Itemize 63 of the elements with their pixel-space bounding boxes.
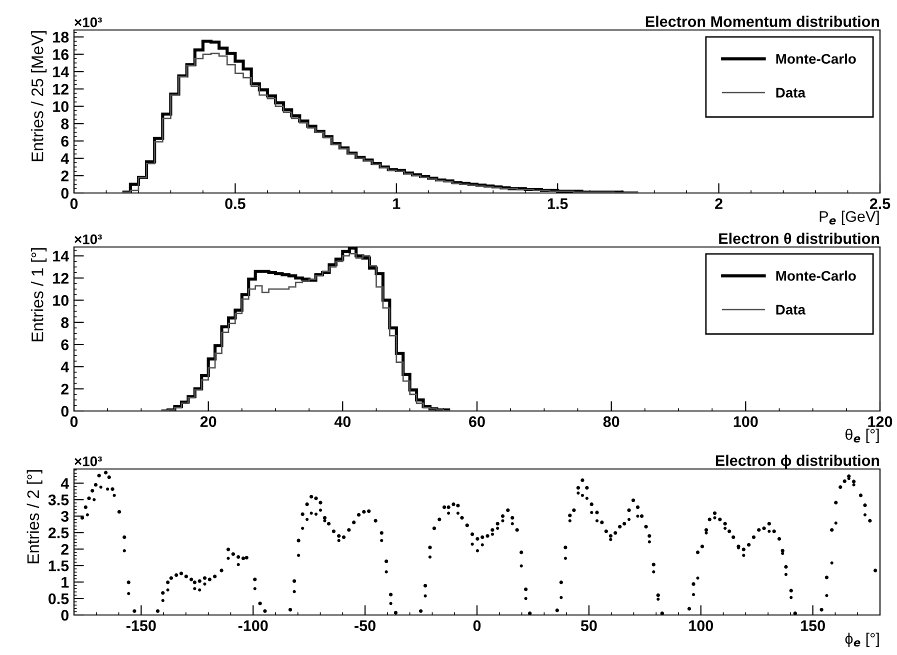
y-tick-label: 2 bbox=[61, 384, 69, 394]
x-tick-label: 60 bbox=[469, 416, 485, 428]
x-axis-title: P$_{e}$ [GeV] bbox=[820, 210, 879, 225]
x-tick-label: 0.5 bbox=[225, 198, 246, 210]
chart-title: Electron θ distribution bbox=[719, 232, 880, 244]
y-tick-label: 16 bbox=[53, 49, 69, 60]
text: ×10³ bbox=[74, 17, 102, 28]
x-tick-label: -50 bbox=[354, 620, 376, 632]
y-tick-label: 1.5 bbox=[48, 560, 69, 572]
y-tick-label: 10 bbox=[53, 295, 69, 306]
x-tick-label: 40 bbox=[334, 416, 351, 428]
legend-label: Monte-Carlo bbox=[776, 54, 856, 64]
x-tick-label: 120 bbox=[868, 416, 892, 428]
y-tick-label: 0 bbox=[61, 406, 69, 417]
text: ×10³ bbox=[74, 456, 102, 466]
y-tick-label: 4 bbox=[60, 362, 70, 372]
y-axis-title: Entries / 1 [°] bbox=[31, 248, 47, 342]
legend-label: Data bbox=[776, 88, 806, 98]
y-tick-label: 14 bbox=[53, 250, 70, 262]
x-tick-label: 150 bbox=[801, 620, 825, 632]
y-tick-label: 0 bbox=[61, 610, 69, 621]
y-tick-label: 12 bbox=[53, 84, 69, 94]
y-tick-label: 3 bbox=[60, 510, 69, 522]
x-tick-label: 50 bbox=[580, 620, 597, 632]
chart-title: Electron Momentum distribution bbox=[646, 16, 880, 27]
y-tick-label: 6 bbox=[61, 136, 69, 147]
y-tick-label: 8 bbox=[61, 317, 69, 328]
y-tick-label: 14 bbox=[53, 66, 70, 78]
x-tick-label: 0 bbox=[70, 416, 78, 428]
y-tick-label: 3.5 bbox=[48, 494, 69, 506]
x-axis-title: θ$_{e}$ [°] bbox=[846, 428, 879, 443]
y-tick-label: 1 bbox=[62, 577, 69, 588]
y-tick-label: 18 bbox=[53, 32, 69, 43]
legend-label: Monte-Carlo bbox=[776, 270, 856, 281]
x-tick-label: 2.5 bbox=[870, 198, 890, 210]
y-tick-label: 12 bbox=[53, 272, 69, 284]
x-axis-title: ϕ$_{e}$ [°] bbox=[845, 632, 879, 647]
y-tick-label: 6 bbox=[61, 339, 69, 350]
y-tick-label: 0 bbox=[61, 188, 69, 199]
x-tick-label: 2 bbox=[715, 198, 722, 209]
y-tick-label: 2.5 bbox=[48, 527, 69, 538]
y-tick-label: 2 bbox=[61, 544, 69, 555]
y-tick-label: 2 bbox=[61, 170, 69, 182]
text: ×10³ bbox=[74, 234, 102, 244]
x-tick-label: 0 bbox=[70, 198, 78, 210]
x-tick-label: 20 bbox=[200, 416, 216, 428]
y-axis-title: Entries / 25 [MeV] bbox=[31, 31, 47, 162]
x-tick-label: -150 bbox=[126, 620, 156, 632]
y-tick-label: 0.5 bbox=[48, 593, 69, 604]
y-axis-title: Entries / 2 [°] bbox=[26, 470, 42, 564]
x-tick-label: 1.5 bbox=[548, 198, 568, 210]
x-tick-label: 80 bbox=[603, 416, 620, 428]
legend-label: Data bbox=[776, 304, 806, 315]
chart-title: Electron ϕ distribution bbox=[716, 454, 880, 469]
y-tick-label: 4 bbox=[60, 478, 70, 489]
y-tick-label: 10 bbox=[53, 101, 69, 112]
y-tick-label: 8 bbox=[61, 118, 69, 130]
y-tick-label: 4 bbox=[60, 153, 70, 164]
x-tick-label: 0 bbox=[473, 620, 481, 632]
x-tick-label: -100 bbox=[238, 620, 268, 632]
x-tick-label: 1 bbox=[393, 198, 400, 209]
x-tick-label: 100 bbox=[734, 416, 758, 428]
x-tick-label: 100 bbox=[689, 620, 714, 632]
